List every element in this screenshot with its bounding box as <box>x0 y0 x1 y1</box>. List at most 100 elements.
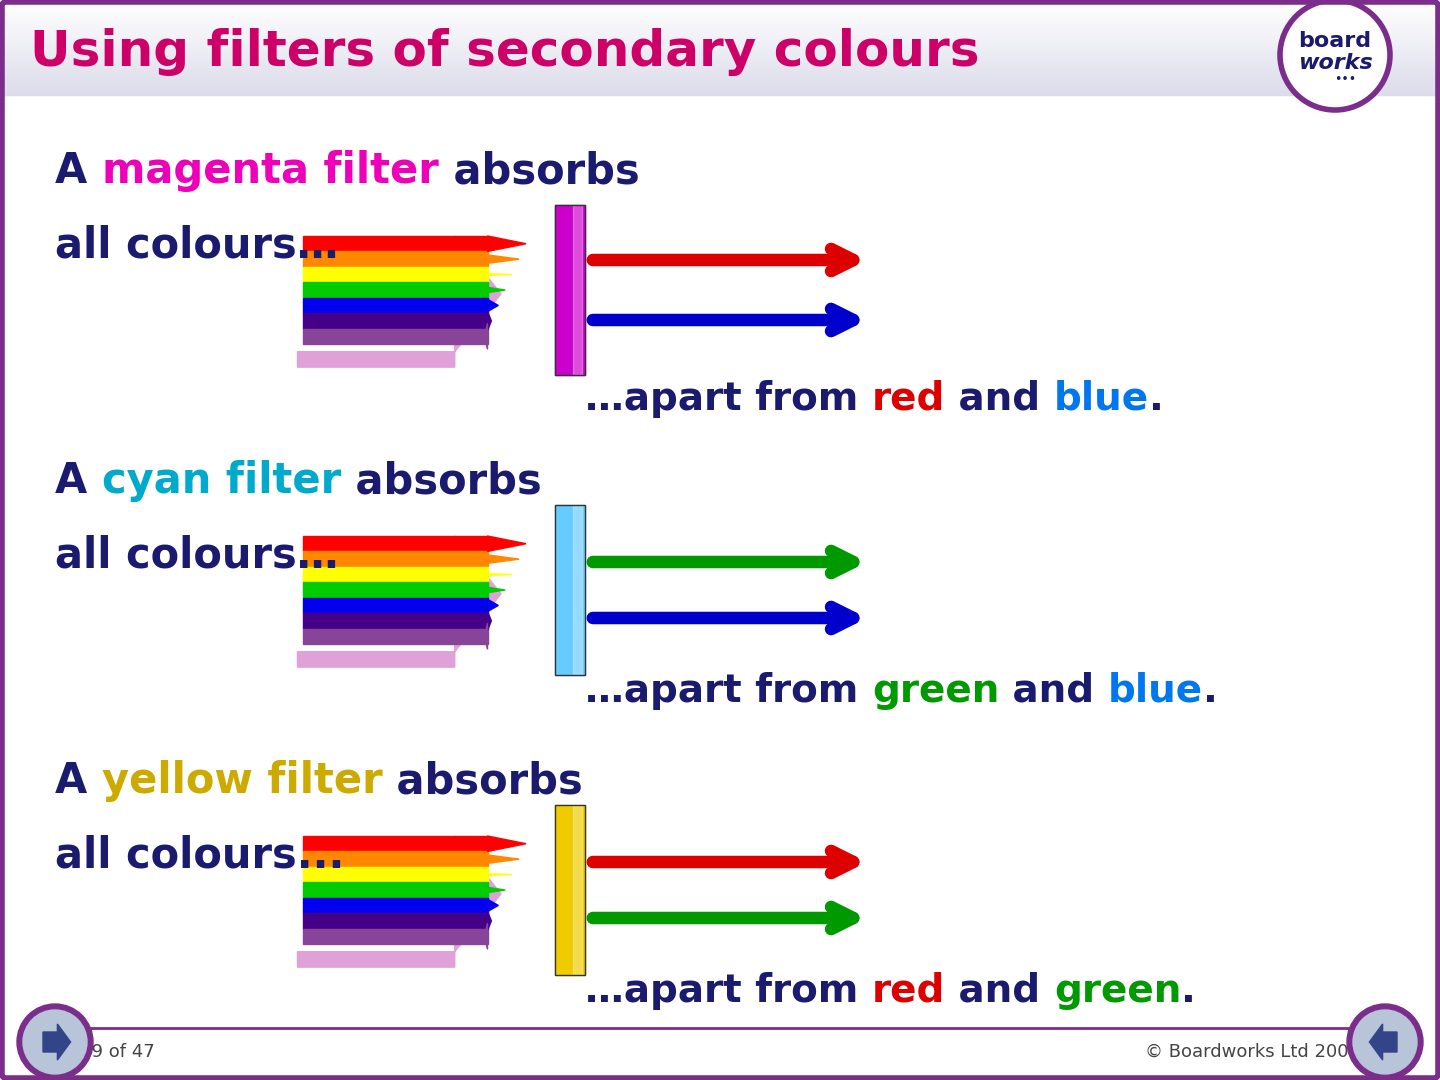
Text: absorbs: absorbs <box>341 460 541 502</box>
Bar <box>302 552 488 567</box>
Bar <box>0 80 1440 82</box>
Text: 39 of 47: 39 of 47 <box>81 1043 154 1061</box>
Bar <box>302 629 488 644</box>
Bar <box>0 45 1440 48</box>
Bar <box>0 54 1440 55</box>
Bar <box>0 69 1440 71</box>
Circle shape <box>17 1004 94 1080</box>
Bar <box>0 42 1440 43</box>
Bar <box>0 75 1440 76</box>
Bar <box>0 33 1440 35</box>
Polygon shape <box>484 623 488 649</box>
Polygon shape <box>488 611 491 631</box>
Bar <box>302 252 488 267</box>
Bar <box>302 582 488 597</box>
Bar <box>0 81 1440 82</box>
Text: works: works <box>1297 53 1372 73</box>
Bar <box>0 50 1440 52</box>
Bar <box>0 93 1440 95</box>
Text: all colours...: all colours... <box>55 835 344 877</box>
Text: A: A <box>55 150 102 192</box>
Bar <box>0 9 1440 11</box>
Polygon shape <box>298 237 501 367</box>
Bar <box>0 2 1440 4</box>
Text: cyan filter: cyan filter <box>102 460 341 502</box>
Bar <box>0 13 1440 14</box>
Bar <box>0 39 1440 40</box>
Bar <box>0 54 1440 56</box>
Bar <box>0 22 1440 24</box>
Bar <box>0 36 1440 37</box>
Text: green: green <box>871 672 999 710</box>
Bar <box>302 267 488 282</box>
Bar <box>0 70 1440 72</box>
Polygon shape <box>488 836 526 851</box>
Polygon shape <box>488 855 520 863</box>
Bar <box>0 58 1440 60</box>
Bar <box>0 44 1440 46</box>
Bar <box>0 23 1440 25</box>
Bar <box>0 53 1440 55</box>
Bar <box>554 505 585 675</box>
Text: magenta filter: magenta filter <box>102 150 439 192</box>
Bar <box>0 77 1440 79</box>
Bar <box>0 46 1440 49</box>
Bar <box>0 66 1440 68</box>
Bar <box>302 914 488 929</box>
Bar <box>0 69 1440 70</box>
Bar <box>0 48 1440 49</box>
Bar <box>0 17 1440 19</box>
Bar <box>0 91 1440 93</box>
Text: and: and <box>999 672 1107 710</box>
Bar <box>0 81 1440 83</box>
Bar <box>0 73 1440 76</box>
Bar <box>0 56 1440 58</box>
Bar <box>0 51 1440 52</box>
Bar <box>0 92 1440 93</box>
Polygon shape <box>488 888 505 893</box>
Bar <box>302 536 488 552</box>
Circle shape <box>1354 1010 1417 1074</box>
Bar <box>573 505 582 675</box>
Bar <box>0 90 1440 92</box>
Polygon shape <box>484 323 488 350</box>
Polygon shape <box>488 311 491 330</box>
Bar <box>0 12 1440 13</box>
Polygon shape <box>488 874 513 876</box>
Bar <box>0 93 1440 94</box>
Bar <box>302 836 488 851</box>
Polygon shape <box>488 299 498 312</box>
Bar <box>0 41 1440 43</box>
Text: red: red <box>871 380 945 418</box>
Bar <box>0 62 1440 64</box>
Text: and: and <box>945 972 1054 1010</box>
Polygon shape <box>488 599 498 611</box>
Bar <box>0 5 1440 8</box>
Bar <box>302 867 488 882</box>
Bar <box>302 313 488 328</box>
Bar <box>0 4 1440 6</box>
Bar <box>0 42 1440 44</box>
Text: board: board <box>1299 31 1371 51</box>
Bar <box>0 11 1440 13</box>
Bar <box>0 57 1440 58</box>
Polygon shape <box>488 555 520 564</box>
Bar <box>0 59 1440 60</box>
Bar <box>0 83 1440 84</box>
Bar <box>0 82 1440 84</box>
Polygon shape <box>488 536 526 552</box>
Bar <box>0 38 1440 40</box>
Text: yellow filter: yellow filter <box>102 760 383 802</box>
Bar <box>573 805 582 975</box>
Circle shape <box>1346 1004 1423 1080</box>
Text: …apart from: …apart from <box>585 972 871 1010</box>
Bar <box>0 76 1440 78</box>
Bar <box>0 45 1440 46</box>
Bar <box>0 66 1440 67</box>
Bar <box>0 25 1440 26</box>
Bar <box>0 3 1440 4</box>
Bar <box>0 75 1440 77</box>
Bar <box>0 10 1440 11</box>
Bar <box>0 15 1440 16</box>
Text: absorbs: absorbs <box>439 150 639 192</box>
